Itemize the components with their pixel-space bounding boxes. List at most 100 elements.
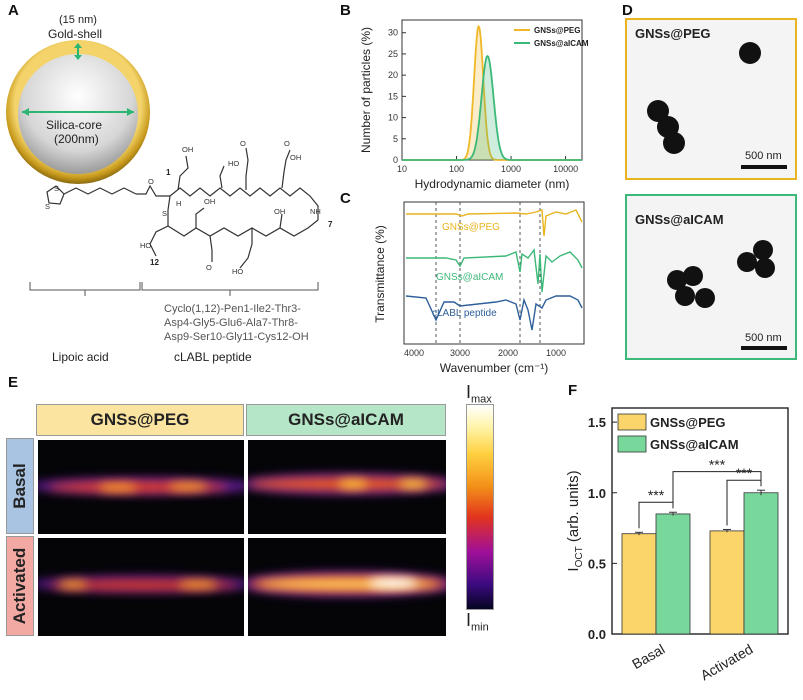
gold-shell-label: Gold-shell: [48, 27, 103, 41]
silica-core-label: Silica-core: [46, 118, 103, 132]
dls-ytick-label: 25: [388, 49, 398, 59]
bar-legend-swatch: [617, 435, 647, 453]
column-header-aicam-text: GNSs@aICAM: [288, 410, 404, 429]
bar-ylabel-units: (arb. units): [565, 470, 582, 546]
tem-scale-bar-aicam: [741, 346, 787, 350]
significance-stars: ***: [709, 457, 726, 473]
bar-frame: [611, 407, 789, 635]
silica-core-sphere: [18, 54, 138, 174]
peptide-label: cLABL peptide: [174, 350, 252, 364]
row-header-activated: Activated: [6, 536, 34, 636]
ioct-bar-chart: 0.0 0.5 1.0 1.5 Basal Activated *** *** *** GNSs@…: [565, 407, 789, 684]
peptide-structure: [46, 147, 319, 269]
bar-legend-label: GNSs@aICAM: [650, 437, 739, 452]
dithiolane-ring: [46, 185, 65, 205]
bar-ytick-label: 1.5: [588, 415, 606, 430]
ftir-trace-peptide: [405, 295, 583, 331]
label-braces: [29, 282, 319, 296]
sequence-line-1: Cyclo(1,12)-Pen1-Ile2-Thr3-: [164, 303, 301, 315]
panel-label-e: E: [8, 374, 19, 391]
tem-particle: [695, 288, 715, 308]
ftir-xtick: 4000: [404, 348, 424, 358]
panel-label-d: D: [622, 2, 633, 19]
tem-label-peg: GNSs@PEG: [635, 26, 711, 41]
bar-basal-aicam: [655, 513, 691, 635]
dls-ytick-label: 20: [388, 70, 398, 80]
dls-ytick-label: 0: [393, 155, 398, 165]
bar-category-label: Activated: [698, 641, 756, 684]
oct-image-peg-basal: [38, 440, 244, 534]
ftir-xtick: 3000: [450, 348, 470, 358]
colorbar-max-text: max: [471, 393, 492, 406]
svg-text:NH: NH: [310, 207, 321, 216]
significance-stars: ***: [736, 465, 753, 481]
dls-xtick-label: 100: [449, 164, 464, 174]
bar-activated-peg: [709, 530, 745, 635]
dls-legend-label: GNSs@aICAM: [534, 39, 589, 48]
panel-label-b: B: [340, 2, 351, 19]
row-header-basal-text: Basal: [10, 463, 29, 509]
tem-particle: [737, 252, 757, 272]
svg-text:S: S: [54, 184, 59, 193]
tem-particle: [755, 258, 775, 278]
dls-ytick-label: 5: [393, 134, 398, 144]
tem-scale-text-peg: 500 nm: [745, 150, 782, 162]
panel-label-a: A: [8, 2, 19, 19]
dls-xtick-label: 10000: [553, 164, 578, 174]
svg-text:O: O: [206, 263, 212, 272]
svg-text:HO: HO: [232, 267, 243, 276]
ftir-trace-aicam: [406, 248, 583, 293]
dls-ytick-label: 15: [388, 91, 398, 101]
colorbar-min-label: Imin: [466, 610, 489, 634]
bar-category-label: Basal: [629, 641, 667, 672]
residue-12-label: 12: [150, 258, 159, 267]
dls-xtick-label: 10: [397, 164, 407, 174]
sequence-line-3: Asp9-Ser10-Gly11-Cys12-OH: [164, 331, 309, 343]
svg-text:O: O: [240, 139, 246, 148]
residue-7-label: 7: [328, 220, 333, 229]
significance-bracket: [672, 471, 762, 509]
tem-scale-text-aicam: 500 nm: [745, 332, 782, 344]
tem-particle: [739, 42, 761, 64]
silica-core-size: (200nm): [54, 132, 99, 146]
panel-label-c: C: [340, 190, 351, 207]
tem-particle: [663, 132, 685, 154]
tem-particle: [683, 266, 703, 286]
dls-xtick-label: 1000: [501, 164, 521, 174]
column-header-peg-text: GNSs@PEG: [90, 410, 190, 429]
svg-text:HO: HO: [140, 241, 151, 250]
row-header-basal: Basal: [6, 438, 34, 534]
bar-legend-label: GNSs@PEG: [650, 415, 726, 430]
ftir-frame: [403, 201, 585, 345]
svg-text:S: S: [45, 202, 50, 211]
significance-bracket: [726, 479, 762, 526]
bar-legend-swatch: [617, 413, 647, 431]
bar-ylabel: IOCT (arb. units): [565, 470, 585, 571]
tem-particle: [667, 270, 687, 290]
tem-image-peg: GNSs@PEG 500 nm: [625, 18, 797, 180]
bar-ylabel-sub: OCT: [574, 546, 585, 567]
dls-ylabel: Number of particles (%): [359, 27, 373, 153]
tem-label-aicam: GNSs@aICAM: [635, 212, 724, 227]
dls-ytick-label: 10: [388, 113, 398, 123]
shell-thickness-label: (15 nm): [59, 14, 97, 26]
svg-text:O: O: [148, 177, 154, 186]
nanoshell-illustration: [6, 40, 150, 184]
ftir-chart: 4000 3000 2000 1000 Wavenumber (cm⁻¹) Tr…: [373, 201, 585, 375]
tem-particle: [753, 240, 773, 260]
residue-1-label: 1: [166, 168, 171, 177]
ftir-label-peptide: cLABL peptide: [432, 308, 497, 319]
svg-text:OH: OH: [274, 207, 285, 216]
oct-image-aicam-activated: [248, 538, 446, 636]
svg-text:OH: OH: [182, 145, 193, 154]
svg-text:HO: HO: [228, 159, 239, 168]
bar-ytick-label: 0.5: [588, 556, 606, 571]
ftir-xtick: 2000: [498, 348, 518, 358]
oct-image-aicam-basal: [248, 440, 446, 534]
dls-legend-label: GNSs@PEG: [534, 26, 580, 35]
dls-area-aicam: [402, 56, 582, 160]
column-header-aicam: GNSs@aICAM: [246, 404, 446, 436]
ftir-label-aicam: GNSs@aICAM: [436, 272, 503, 283]
